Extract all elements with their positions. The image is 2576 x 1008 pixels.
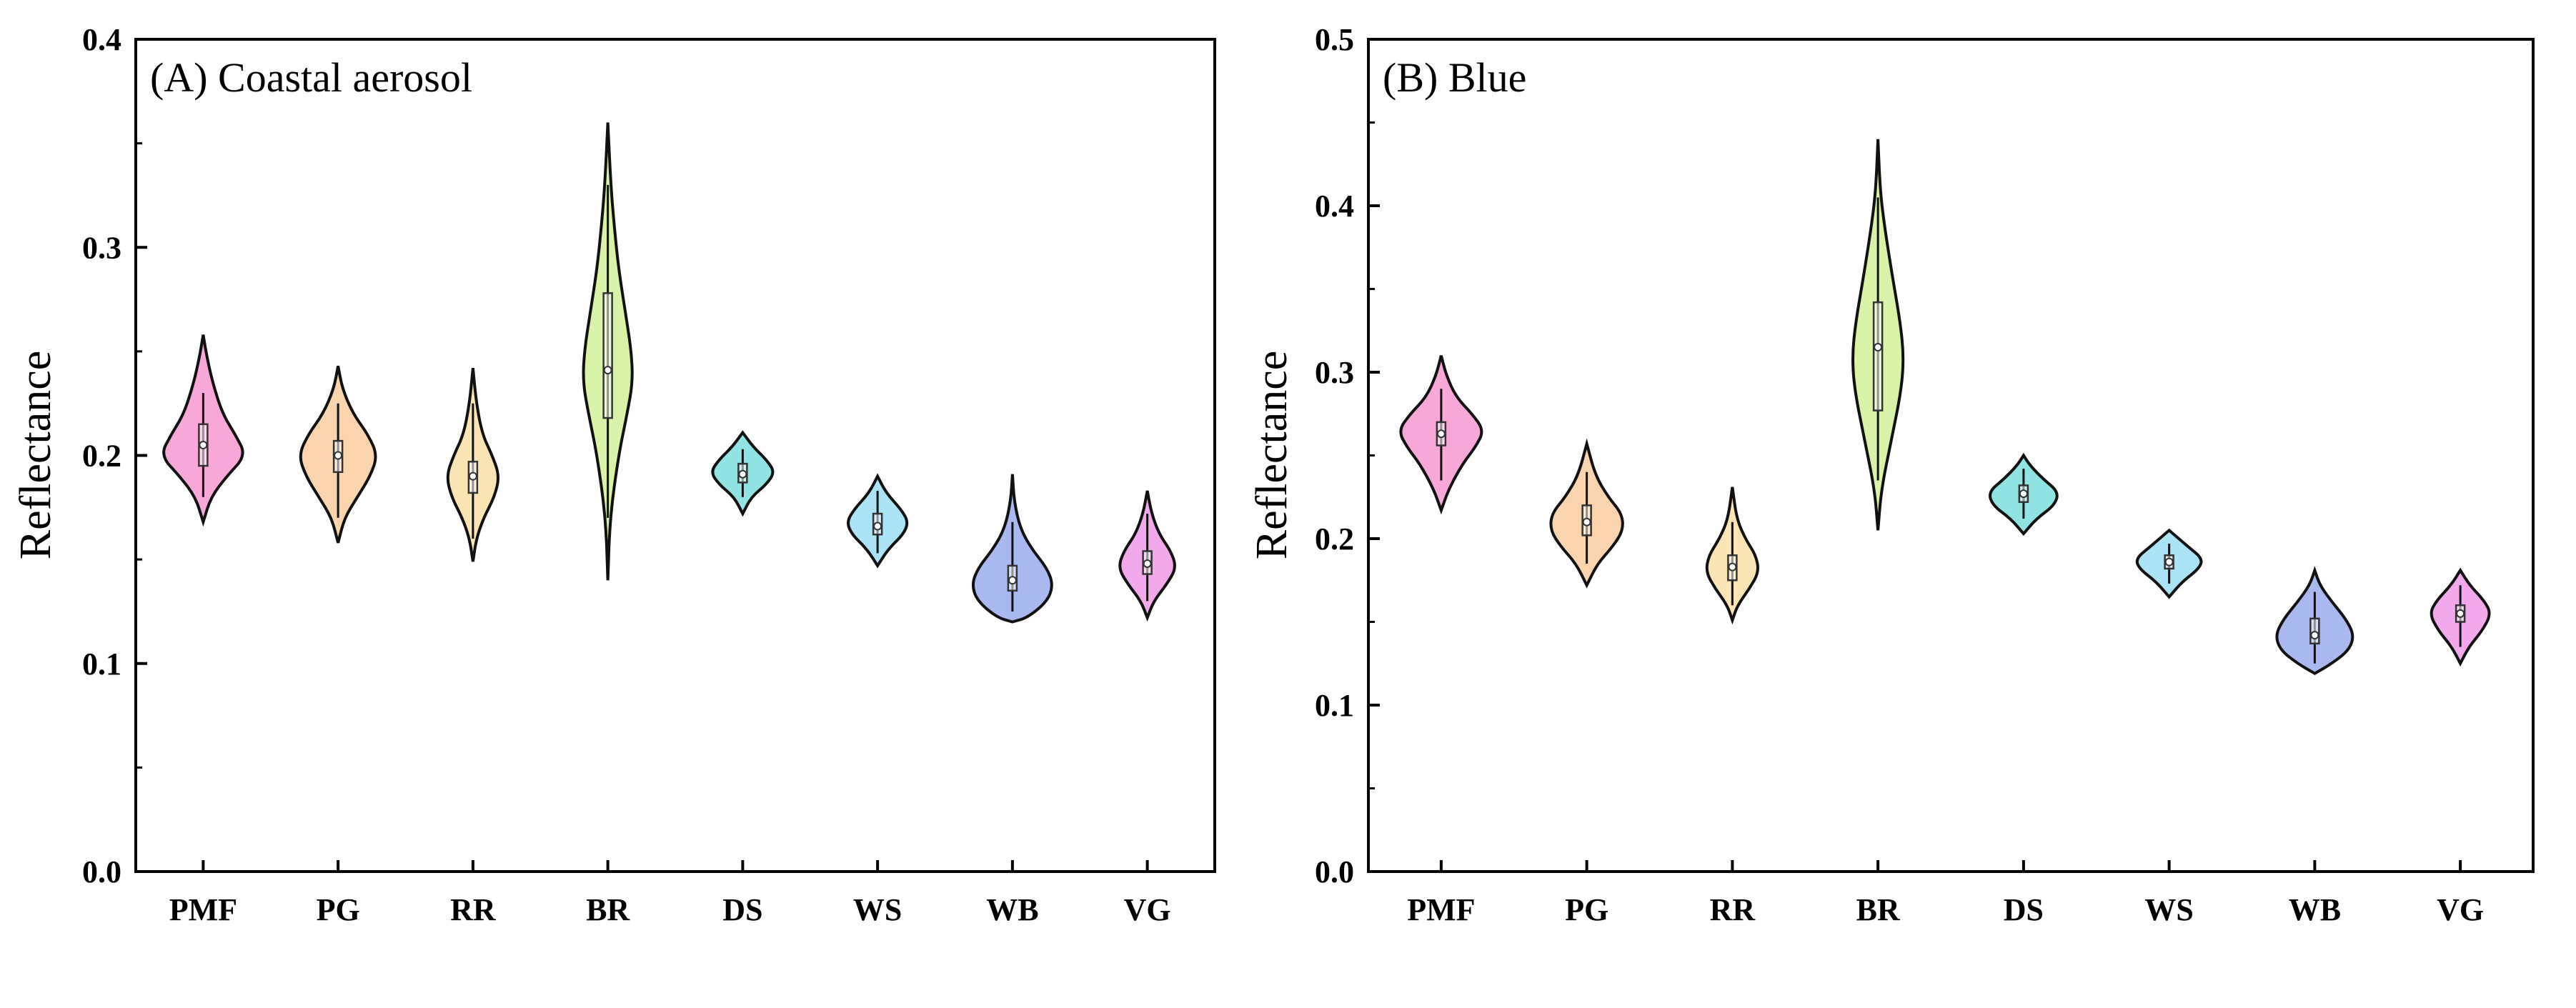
y-axis: 0.0 0.1 0.2 0.3 0.4 0.5 [1315,22,1380,889]
y-tick-label: 0.2 [1315,522,1354,557]
violin-median [1874,343,1883,352]
plot-frame [1367,38,2535,873]
violin-box [602,292,613,419]
violin-WS [2135,528,2203,599]
violin-median [2164,557,2174,567]
violin-median [603,366,612,375]
y-tick-label: 0.1 [1315,688,1354,723]
y-tick-label: 0.4 [82,22,121,57]
violin-median [1582,517,1591,527]
x-tick-label: BR [1856,892,1901,927]
violin-VG [1118,490,1176,622]
violin-median [1008,576,1017,585]
x-tick-label: WS [2144,892,2193,927]
violin-median [1436,429,1446,439]
violin-median [468,471,477,481]
y-axis-label: Reflectance [1248,351,1296,560]
violin-WB [971,474,1053,624]
x-tick-label: RR [450,892,497,927]
x-tick-label: PMF [169,892,237,927]
violins [162,122,1176,624]
y-tick-label: 0.0 [1315,854,1354,889]
violin-median [1728,562,1737,572]
violin-DS [711,430,775,517]
violin-median [2019,489,2028,499]
y-axis-label: Reflectance [11,351,60,560]
x-axis: PMF PG RR BR DS WS WB VG [169,860,1171,927]
violin-BR [1851,139,1905,531]
x-tick-label: PG [1565,892,1608,927]
y-tick-label: 0.1 [82,647,121,682]
y-tick-label: 0.5 [1315,22,1354,57]
x-axis: PMF PG RR BR DS WS WB VG [1407,860,2484,927]
violin-WS [847,473,909,569]
x-tick-label: VG [2437,892,2484,927]
x-tick-label: VG [1124,892,1171,927]
violin-box [1872,301,1884,411]
violin-median [199,440,208,449]
violin-median [873,522,882,531]
violin-median [1143,559,1152,568]
x-tick-label: WB [2289,892,2341,927]
panel-coastal-aerosol: (A) Coastal aerosol Reflectance 0.00.10.… [11,22,1216,927]
violin-VG [2430,567,2491,667]
violin-PMF [1399,355,1483,515]
y-tick-label: 0.4 [1315,189,1354,224]
y-tick-label: 0.2 [82,439,121,474]
violin-median [738,469,747,479]
violin-median [334,451,343,460]
y-tick-label: 0.0 [82,854,121,889]
x-tick-label: DS [2004,892,2044,927]
violin-PG [299,365,377,544]
x-tick-label: PG [317,892,360,927]
x-tick-label: DS [722,892,762,927]
y-tick-label: 0.3 [82,230,121,265]
x-tick-label: BR [586,892,630,927]
x-tick-label: WS [853,892,902,927]
x-tick-label: RR [1710,892,1756,927]
violin-BR [582,122,634,581]
violin-median [2456,609,2465,618]
x-tick-label: WB [986,892,1038,927]
y-axis: 0.0 0.1 0.2 0.3 0.4 [82,22,147,889]
panel-blue: (B) Blue Reflectance 0.00.10.20.30.40.5 … [1248,22,2535,927]
x-tick-label: PMF [1407,892,1475,927]
violins [1399,139,2491,676]
violin-RR [1705,486,1759,625]
panel-title: (A) Coastal aerosol [150,54,472,101]
panel-title: (B) Blue [1383,54,1526,101]
violin-median [2310,631,2319,640]
y-tick-label: 0.3 [1315,355,1354,390]
violin-DS [1989,452,2059,537]
violin-PMF [162,334,244,527]
plot-frame [134,38,1216,873]
violin-PG [1549,438,1624,589]
violin-WB [2275,566,2354,676]
violin-RR [446,367,499,562]
